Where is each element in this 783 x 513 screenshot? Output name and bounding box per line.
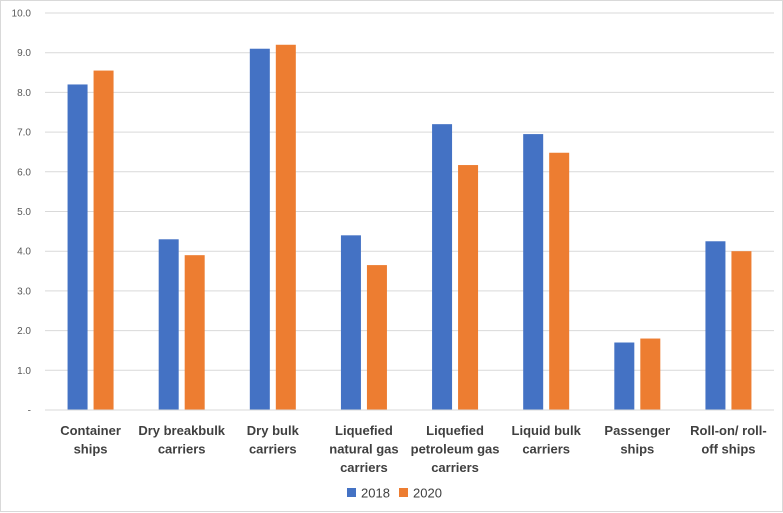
y-tick-label: 6.0 (17, 167, 31, 178)
bar-2020 (549, 152, 570, 410)
bar-2020 (458, 165, 479, 410)
bar-2018 (249, 48, 270, 410)
category-label: Liquefied natural gas carriers (329, 423, 398, 475)
category-label: Dry breakbulk carriers (138, 423, 225, 457)
y-tick-label: - (28, 406, 31, 417)
x-axis-categories: Container ships Dry breakbulk carriers Dry b… (60, 423, 766, 475)
bar-2020 (366, 265, 387, 410)
category-label: Dry bulk carriers (247, 423, 300, 457)
y-tick-label: 4.0 (17, 247, 31, 258)
bar-2018 (340, 235, 361, 410)
bar-2020 (275, 44, 296, 410)
bar-2020 (93, 70, 114, 410)
y-axis-ticks: - 1.0 2.0 3.0 4.0 5.0 6.0 7.0 8.0 9.0 10.0 (12, 9, 32, 417)
gridlines (45, 12, 774, 371)
category-label: Liquid bulk carriers (512, 423, 582, 457)
y-tick-label: 3.0 (17, 286, 31, 297)
bar-2020 (640, 338, 661, 410)
legend-swatch (399, 488, 408, 497)
bar-2018 (523, 134, 544, 410)
y-tick-label: 5.0 (17, 207, 31, 218)
y-tick-label: 7.0 (17, 128, 31, 139)
bar-2018 (67, 84, 88, 411)
y-tick-label: 10.0 (12, 9, 32, 20)
bars (67, 44, 752, 411)
bar-2018 (705, 241, 726, 410)
bar-2018 (614, 342, 635, 410)
y-tick-label: 2.0 (17, 326, 31, 337)
y-tick-label: 8.0 (17, 88, 31, 99)
bar-2020 (184, 255, 205, 410)
legend-label: 2020 (413, 486, 442, 501)
legend: 2018 2020 (347, 486, 442, 501)
y-tick-label: 1.0 (17, 366, 31, 377)
y-tick-label: 9.0 (17, 48, 31, 59)
category-label: Roll-on/ roll-off ships (690, 423, 767, 457)
category-label: Liquefied petroleum gas carriers (411, 423, 500, 475)
bar-2018 (158, 239, 179, 410)
category-label: Passenger ships (604, 423, 670, 457)
legend-swatch (347, 488, 356, 497)
bar-2020 (731, 251, 752, 410)
category-label: Container ships (60, 423, 121, 457)
legend-label: 2018 (361, 486, 390, 501)
bar-2018 (432, 124, 453, 410)
